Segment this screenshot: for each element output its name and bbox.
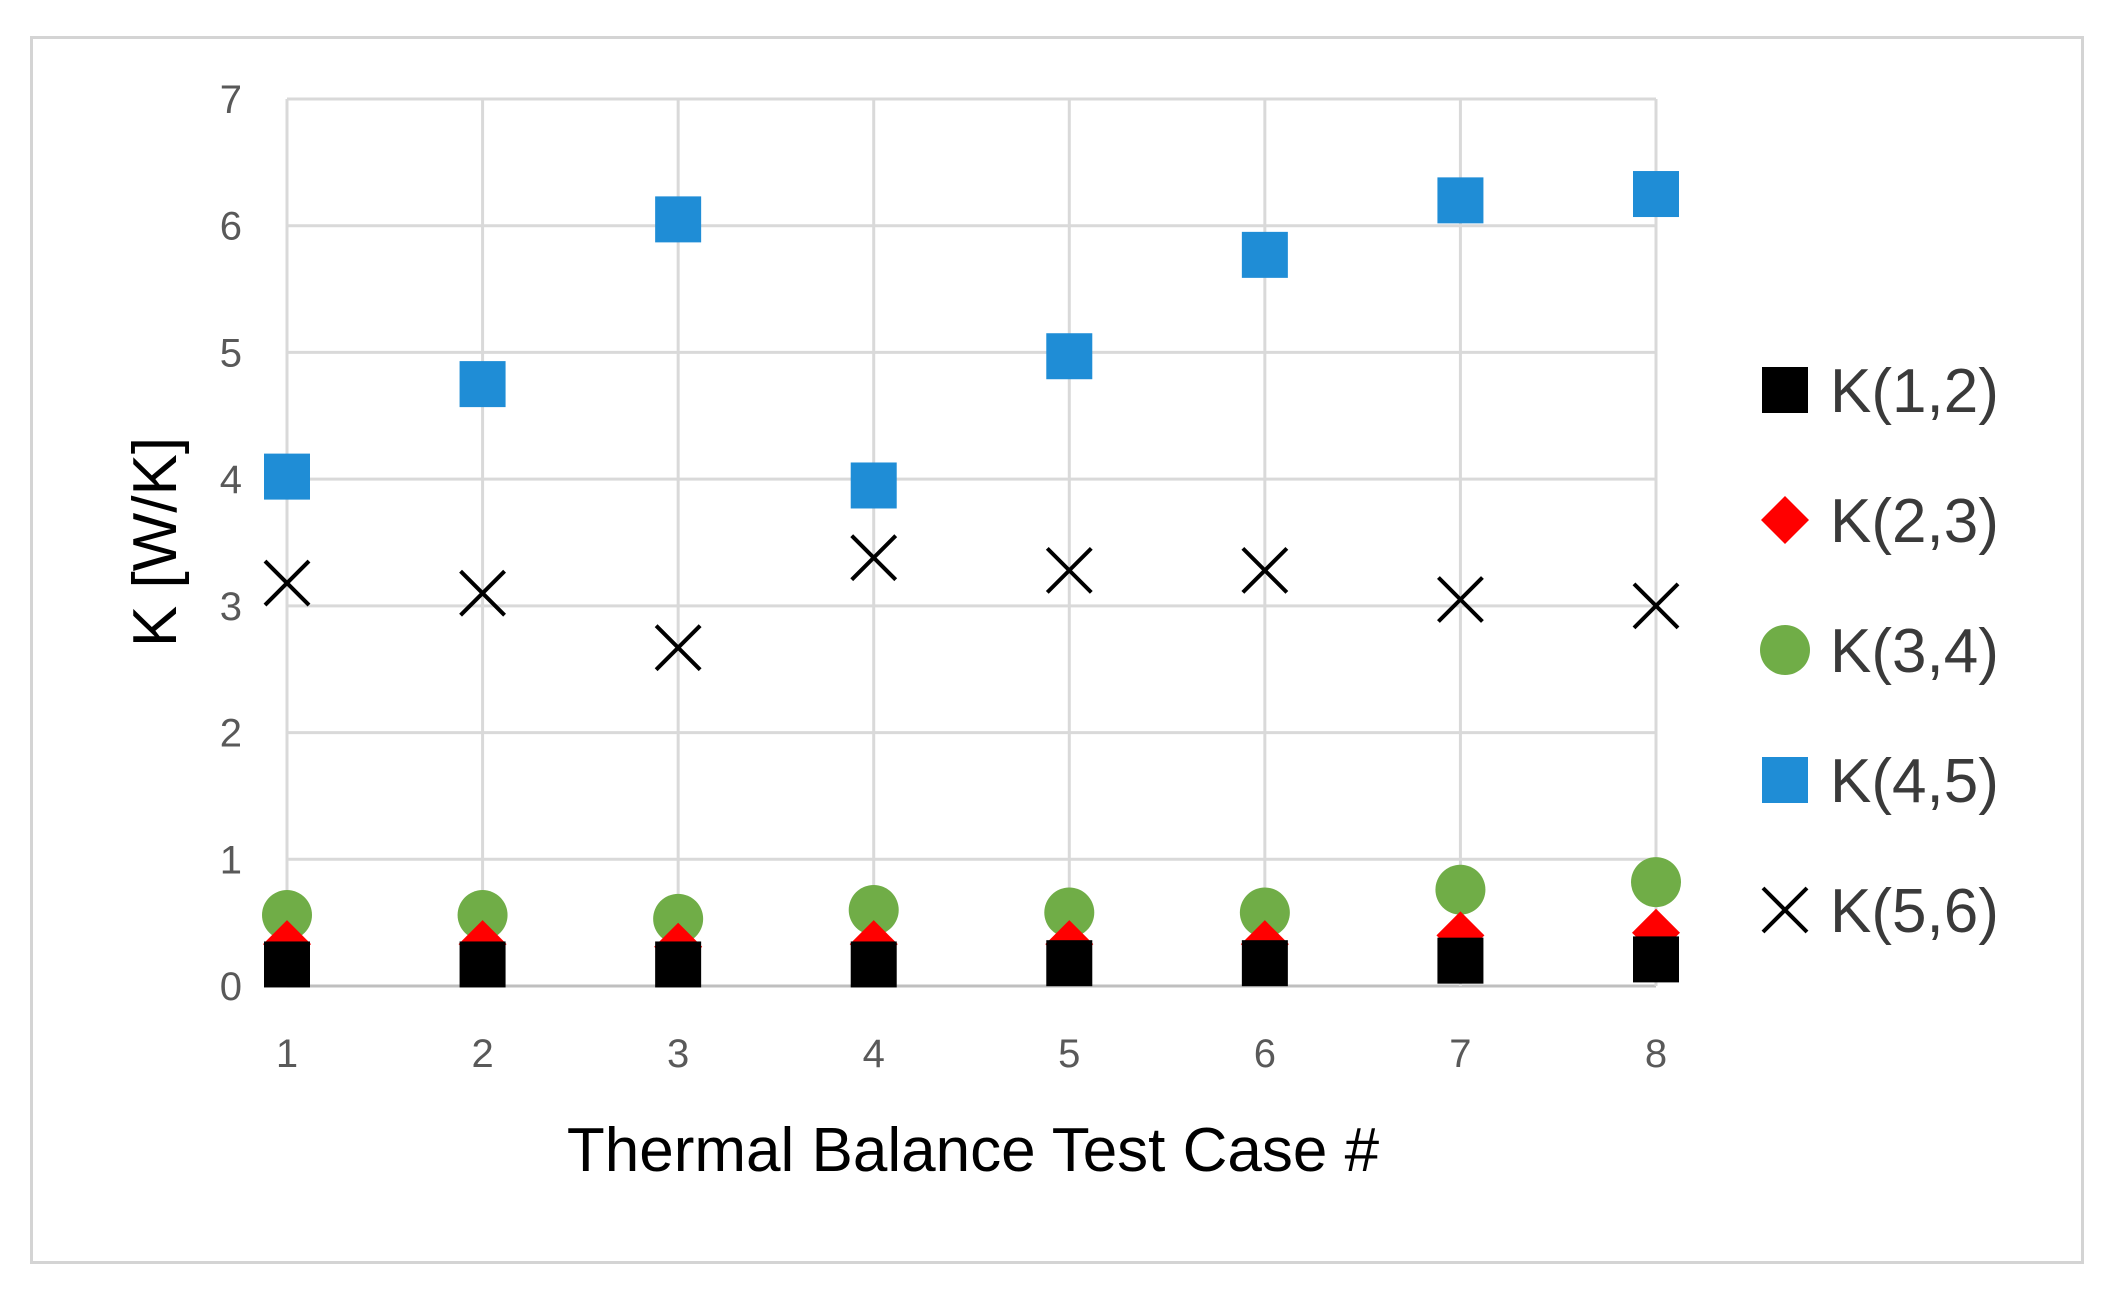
- legend-label: K(2,3): [1830, 487, 1999, 556]
- legend-label: K(3,4): [1830, 617, 1999, 686]
- data-point: [1437, 177, 1484, 224]
- data-point: [850, 534, 898, 582]
- y-tick-label: 3: [220, 585, 242, 629]
- data-point: [1633, 936, 1679, 983]
- data-point: [1044, 887, 1095, 938]
- data-point: [1045, 546, 1093, 594]
- legend-marker: [1761, 496, 1809, 544]
- data-point: [850, 462, 897, 509]
- data-point: [1437, 576, 1484, 623]
- y-tick-label: 1: [220, 838, 242, 882]
- legend-label: K(5,6): [1830, 877, 1999, 946]
- data-point: [1046, 333, 1093, 380]
- data-point: [1437, 937, 1484, 984]
- data-point: [1631, 857, 1681, 908]
- data-point: [459, 941, 506, 988]
- x-axis-title: Thermal Balance Test Case #: [567, 1116, 1380, 1185]
- data-markers: [262, 171, 1681, 988]
- data-point: [264, 453, 310, 500]
- data-point: [459, 361, 506, 408]
- y-tick-label: 4: [220, 458, 242, 502]
- legend-marker: [1762, 757, 1808, 803]
- data-point: [850, 941, 897, 988]
- data-point: [457, 890, 508, 941]
- data-point: [848, 884, 899, 935]
- x-tick-label: 2: [471, 1032, 493, 1076]
- x-tick-label: 4: [863, 1032, 885, 1076]
- y-tick-label: 6: [220, 205, 242, 249]
- legend-marker: [1762, 367, 1808, 413]
- data-point: [655, 196, 702, 243]
- y-tick-label: 7: [220, 78, 242, 122]
- legend-label: K(1,2): [1830, 357, 1999, 426]
- data-point: [653, 893, 704, 944]
- x-tick-label: 6: [1254, 1032, 1276, 1076]
- data-point: [264, 941, 310, 988]
- y-tick-label: 2: [220, 712, 242, 756]
- legend-marker: [1761, 886, 1809, 934]
- data-point: [654, 624, 702, 672]
- gridlines: [285, 97, 1658, 988]
- data-point: [1239, 887, 1290, 938]
- data-point: [1046, 940, 1093, 987]
- legend-marker: [1760, 625, 1810, 675]
- data-point: [1241, 546, 1289, 594]
- data-point: [1435, 864, 1486, 915]
- legend: K(1,2) K(2,3) K(3,4) K(4,5) K(5,6): [1760, 357, 1999, 946]
- data-point: [263, 559, 311, 607]
- chart-frame: [30, 36, 2084, 1264]
- data-point: [1632, 582, 1680, 630]
- x-tick-label: 3: [667, 1032, 689, 1076]
- data-point: [1241, 940, 1288, 987]
- x-tick-label: 8: [1645, 1032, 1667, 1076]
- data-point: [262, 890, 312, 941]
- data-point: [1633, 171, 1679, 218]
- x-tick-label: 1: [276, 1032, 298, 1076]
- data-point: [1241, 231, 1288, 278]
- y-axis-title: K [W/K]: [121, 437, 190, 647]
- legend-label: K(4,5): [1830, 747, 1999, 816]
- y-tick-label: 5: [220, 331, 242, 375]
- x-tick-label: 7: [1449, 1032, 1471, 1076]
- data-point: [655, 941, 702, 988]
- data-point: [459, 569, 506, 617]
- y-tick-label: 0: [220, 965, 242, 1009]
- x-tick-label: 5: [1058, 1032, 1080, 1076]
